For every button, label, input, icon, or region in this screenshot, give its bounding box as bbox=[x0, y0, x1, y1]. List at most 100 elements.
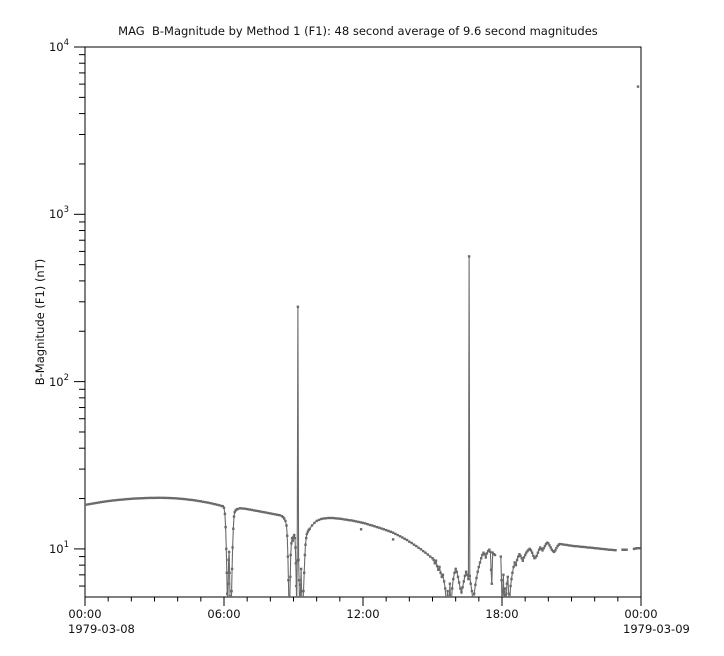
data-point bbox=[299, 583, 302, 586]
data-point bbox=[547, 542, 550, 545]
data-point bbox=[586, 546, 589, 549]
data-point bbox=[437, 568, 440, 571]
data-point bbox=[375, 525, 379, 529]
data-point bbox=[521, 559, 524, 562]
data-point bbox=[208, 501, 212, 505]
data-point bbox=[561, 543, 564, 546]
data-point bbox=[327, 516, 330, 520]
x-tick-label-24: 00:00 bbox=[624, 607, 657, 621]
data-point bbox=[111, 499, 114, 502]
data-point bbox=[625, 548, 628, 551]
data-point bbox=[385, 528, 388, 532]
data-point bbox=[622, 548, 626, 551]
data-point bbox=[405, 538, 409, 542]
data-point bbox=[500, 579, 503, 582]
data-point bbox=[486, 549, 490, 553]
data-point bbox=[417, 546, 420, 549]
data-point bbox=[412, 543, 416, 546]
data-point bbox=[481, 553, 484, 557]
data-point bbox=[534, 556, 537, 559]
data-point bbox=[378, 526, 381, 529]
data-point bbox=[118, 498, 121, 501]
data-point bbox=[574, 545, 578, 548]
data-point bbox=[273, 513, 277, 516]
data-point bbox=[507, 592, 510, 595]
data-point bbox=[294, 562, 297, 565]
data-point bbox=[288, 606, 290, 608]
data-point bbox=[266, 511, 270, 515]
data-point bbox=[488, 548, 491, 551]
data-point bbox=[141, 497, 145, 500]
data-point bbox=[100, 500, 103, 504]
data-point bbox=[137, 497, 140, 500]
data-point bbox=[518, 553, 521, 556]
data-point bbox=[306, 530, 310, 533]
data-point bbox=[315, 519, 318, 523]
data-series bbox=[85, 85, 641, 608]
data-point bbox=[290, 536, 294, 540]
data-point bbox=[634, 547, 637, 550]
data-point bbox=[477, 565, 480, 569]
data-point bbox=[296, 305, 300, 308]
data-point bbox=[503, 587, 507, 590]
data-point bbox=[95, 501, 98, 505]
data-point bbox=[512, 565, 515, 569]
data-point bbox=[588, 546, 592, 549]
y-axis-title: B-Magnitude (F1) (nT) bbox=[33, 259, 47, 385]
data-point bbox=[167, 496, 170, 500]
data-point bbox=[97, 501, 101, 504]
data-point bbox=[387, 529, 390, 533]
data-point bbox=[382, 528, 385, 531]
data-point bbox=[419, 548, 423, 551]
data-point bbox=[340, 517, 344, 521]
data-point bbox=[176, 497, 179, 500]
data-point bbox=[293, 533, 296, 537]
data-point bbox=[305, 532, 309, 536]
data-point bbox=[338, 517, 341, 520]
data-point bbox=[467, 577, 470, 581]
data-point bbox=[536, 551, 540, 554]
series-line bbox=[500, 542, 616, 597]
data-point bbox=[232, 515, 236, 518]
x-start-date: 1979-03-08 bbox=[68, 622, 135, 636]
data-point bbox=[144, 496, 147, 500]
data-point bbox=[540, 547, 543, 551]
x-end-date: 1979-03-09 bbox=[623, 622, 690, 636]
data-point bbox=[181, 497, 184, 501]
data-point bbox=[359, 528, 363, 531]
data-point bbox=[271, 512, 274, 516]
data-point bbox=[213, 503, 216, 506]
data-point bbox=[485, 552, 489, 555]
data-point bbox=[452, 577, 455, 581]
data-point bbox=[127, 497, 131, 501]
data-point bbox=[607, 548, 610, 551]
data-point bbox=[424, 551, 427, 554]
data-point bbox=[218, 504, 221, 507]
data-point bbox=[480, 557, 483, 560]
data-point bbox=[225, 547, 228, 551]
data-point bbox=[439, 571, 442, 574]
data-point bbox=[373, 525, 376, 528]
data-point bbox=[391, 531, 395, 534]
data-point bbox=[153, 496, 156, 500]
data-point bbox=[493, 553, 497, 557]
data-point bbox=[357, 520, 360, 524]
data-point bbox=[467, 255, 471, 258]
data-point bbox=[178, 497, 182, 500]
chart-title: MAG B-Magnitude by Method 1 (F1): 48 sec… bbox=[118, 24, 598, 38]
data-point bbox=[227, 582, 230, 585]
data-point bbox=[246, 507, 249, 511]
data-point bbox=[434, 559, 438, 562]
data-point bbox=[453, 571, 456, 574]
data-point bbox=[93, 502, 96, 505]
data-point bbox=[188, 498, 191, 501]
data-point bbox=[609, 548, 613, 551]
data-point bbox=[532, 554, 535, 557]
data-point bbox=[252, 509, 256, 512]
y-tick-label-1e4: 104 bbox=[49, 38, 69, 54]
data-point bbox=[281, 515, 285, 519]
data-point bbox=[490, 582, 493, 585]
data-point bbox=[473, 592, 476, 595]
data-point bbox=[530, 551, 534, 554]
data-point bbox=[169, 496, 172, 500]
